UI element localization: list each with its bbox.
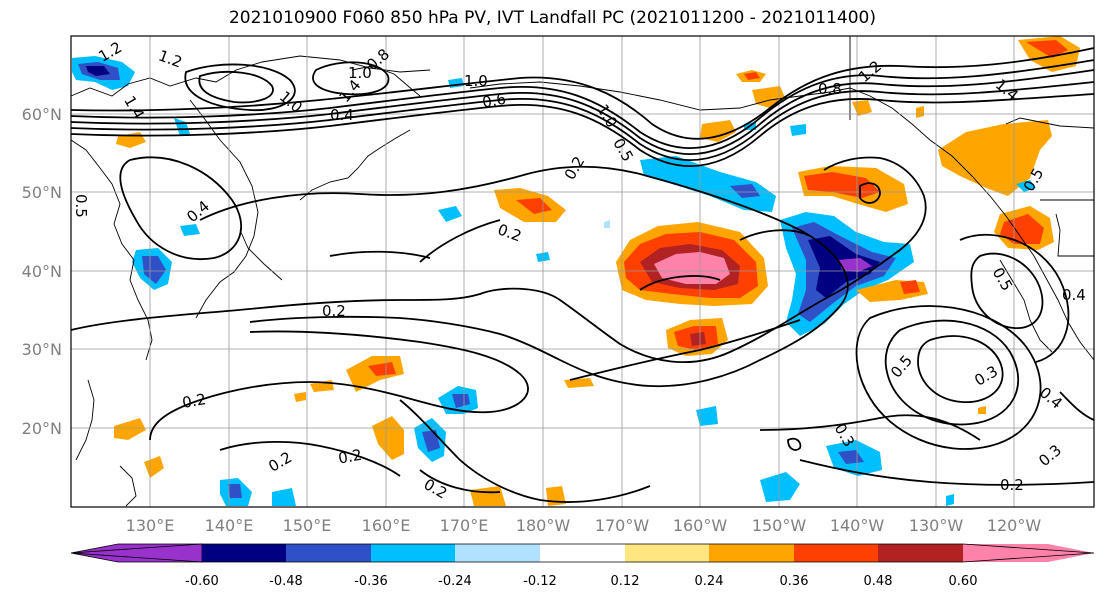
contour-label: 0.4 [1062, 286, 1086, 304]
contour-label: 0.2 [337, 446, 364, 468]
lon-label: 150°W [752, 516, 807, 535]
map-panel: 1.2 1.2 1.4 1.0 0.8 1.4 1.0 1.0 0.6 0.4 … [70, 35, 1095, 508]
colorbar-segment [878, 544, 963, 562]
colorbar-segment [625, 544, 709, 562]
colorbar-segment [371, 544, 455, 562]
lon-label: 130°W [909, 516, 964, 535]
colorbar-tick-label: -0.48 [269, 574, 303, 589]
colorbar-segment [540, 544, 625, 562]
colorbar-segment [709, 544, 794, 562]
colorbar-segment [963, 544, 1094, 562]
lat-label: 40°N [22, 262, 62, 281]
lat-label: 30°N [22, 340, 62, 359]
colorbar-segment [455, 544, 540, 562]
colorbar-tick-label: 0.60 [949, 574, 978, 589]
contour-label: 0.8 [818, 80, 842, 98]
lon-label: 150°E [283, 516, 332, 535]
contour-label: 0.5 [72, 194, 90, 218]
colorbar-ticks: -0.60 -0.48 -0.36 -0.24 -0.12 0.12 0.24 … [185, 574, 977, 589]
colorbar-tick-label: -0.36 [354, 574, 388, 589]
colorbar-tick-label: -0.60 [185, 574, 219, 589]
colorbar-tick-label: 0.24 [695, 574, 724, 589]
colorbar-tick-label: 0.12 [611, 574, 640, 589]
contour-label: 0.4 [330, 106, 354, 124]
contour-label: 1.0 [348, 64, 372, 82]
colorbar-segment [286, 544, 371, 562]
colorbar-tick-label: 0.48 [864, 574, 893, 589]
lon-label: 120°W [987, 516, 1042, 535]
lon-label: 130°E [126, 516, 175, 535]
lon-label: 140°E [205, 516, 254, 535]
colorbar-outline [70, 543, 1095, 563]
gridlines [71, 36, 1094, 507]
colorbar: -0.60 -0.48 -0.36 -0.24 -0.12 0.12 0.24 … [70, 543, 1095, 589]
map-frame [70, 35, 1095, 508]
contour-label: 0.2 [181, 390, 208, 412]
contour-label: 0.2 [322, 302, 346, 320]
lon-label: 160°E [362, 516, 411, 535]
map-title: 2021010900 F060 850 hPa PV, IVT Landfall… [228, 8, 876, 28]
lon-label: 180°W [516, 516, 571, 535]
colorbar-tick-label: -0.24 [438, 574, 472, 589]
colorbar-segment [70, 543, 203, 563]
longitude-axis: 130°E 140°E 150°E 160°E 170°E 180°W 170°… [126, 516, 1042, 535]
colorbar-segment [202, 544, 286, 562]
contour-label: 0.6 [481, 90, 508, 112]
latitude-axis: 60°N 50°N 40°N 30°N 20°N [22, 105, 62, 438]
colorbar-tick-label: 0.36 [780, 574, 809, 589]
colorbar-tick-label: -0.12 [523, 574, 557, 589]
contour-label: 0.2 [1000, 476, 1024, 494]
pv-shading [72, 36, 1080, 506]
lon-label: 170°W [595, 516, 650, 535]
contours [70, 47, 1095, 503]
colorbar-segments [70, 543, 1095, 563]
lat-label: 60°N [22, 105, 62, 124]
lat-label: 50°N [22, 183, 62, 202]
lon-label: 160°W [673, 516, 728, 535]
lon-label: 170°E [440, 516, 489, 535]
lat-label: 20°N [22, 419, 62, 438]
lon-label: 140°W [830, 516, 885, 535]
colorbar-segment [794, 544, 878, 562]
contour-label: 1.0 [464, 72, 488, 90]
